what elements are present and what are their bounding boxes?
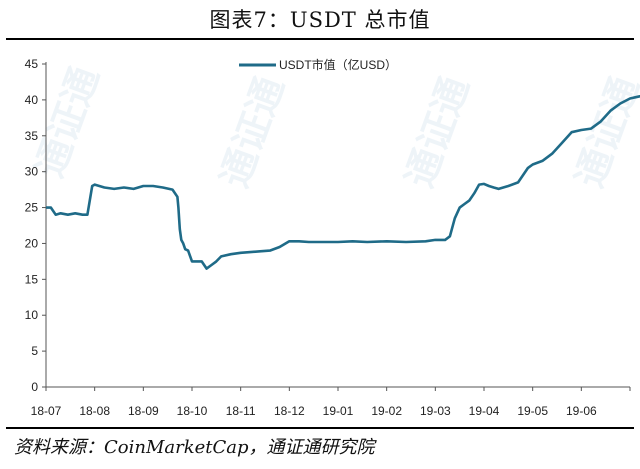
y-tick-label: 10 [25,308,39,322]
chart-axes [45,62,630,388]
x-tick-label: 19-02 [371,404,402,418]
x-tick-label: 18-07 [31,404,62,418]
legend: USDT市值（亿USD） [239,57,397,72]
svg-text:通证通: 通证通 [27,61,107,183]
y-tick-label: 40 [25,93,39,107]
svg-text:通证通: 通证通 [212,71,292,193]
x-tick-label: 19-06 [566,404,597,418]
chart-title: 图表7：USDT 总市值 [209,8,431,32]
x-tick-label: 19-05 [517,404,548,418]
y-tick-label: 5 [31,344,38,358]
source-note: 资料来源：CoinMarketCap，通证通研究院 [14,437,375,458]
x-tick-label: 18-12 [274,404,305,418]
svg-text:通证通: 通证通 [397,71,477,193]
x-tick-label: 18-08 [79,404,110,418]
line-chart: 通证通 通证通 通证通 通证通 0 5 10 15 20 25 30 35 40 45 18-07… [25,57,640,418]
top-divider [6,38,634,40]
y-tick-label: 45 [25,57,39,71]
x-tick-label: 19-03 [420,404,451,418]
x-tick-label: 19-04 [469,404,500,418]
y-axis-ticks: 0 5 10 15 20 25 30 35 40 45 [25,57,46,394]
y-tick-label: 20 [25,236,39,250]
x-tick-label: 18-11 [226,404,256,418]
x-axis-ticks: 18-07 18-08 18-09 18-10 18-11 18-12 19-01 19-02… [31,387,631,418]
watermark: 通证通 通证通 通证通 通证通 [27,61,640,193]
x-tick-label: 18-09 [128,404,159,418]
x-tick-label: 19-01 [323,404,354,418]
y-tick-label: 0 [31,380,38,394]
series-line [46,95,640,270]
y-tick-label: 35 [25,129,39,143]
x-tick-label: 18-10 [177,404,208,418]
y-tick-label: 15 [25,272,39,286]
legend-label: USDT市值（亿USD） [279,57,397,72]
series-layer [46,95,640,270]
y-tick-label: 25 [25,201,39,215]
y-tick-label: 30 [25,165,39,179]
bottom-divider [6,427,634,429]
